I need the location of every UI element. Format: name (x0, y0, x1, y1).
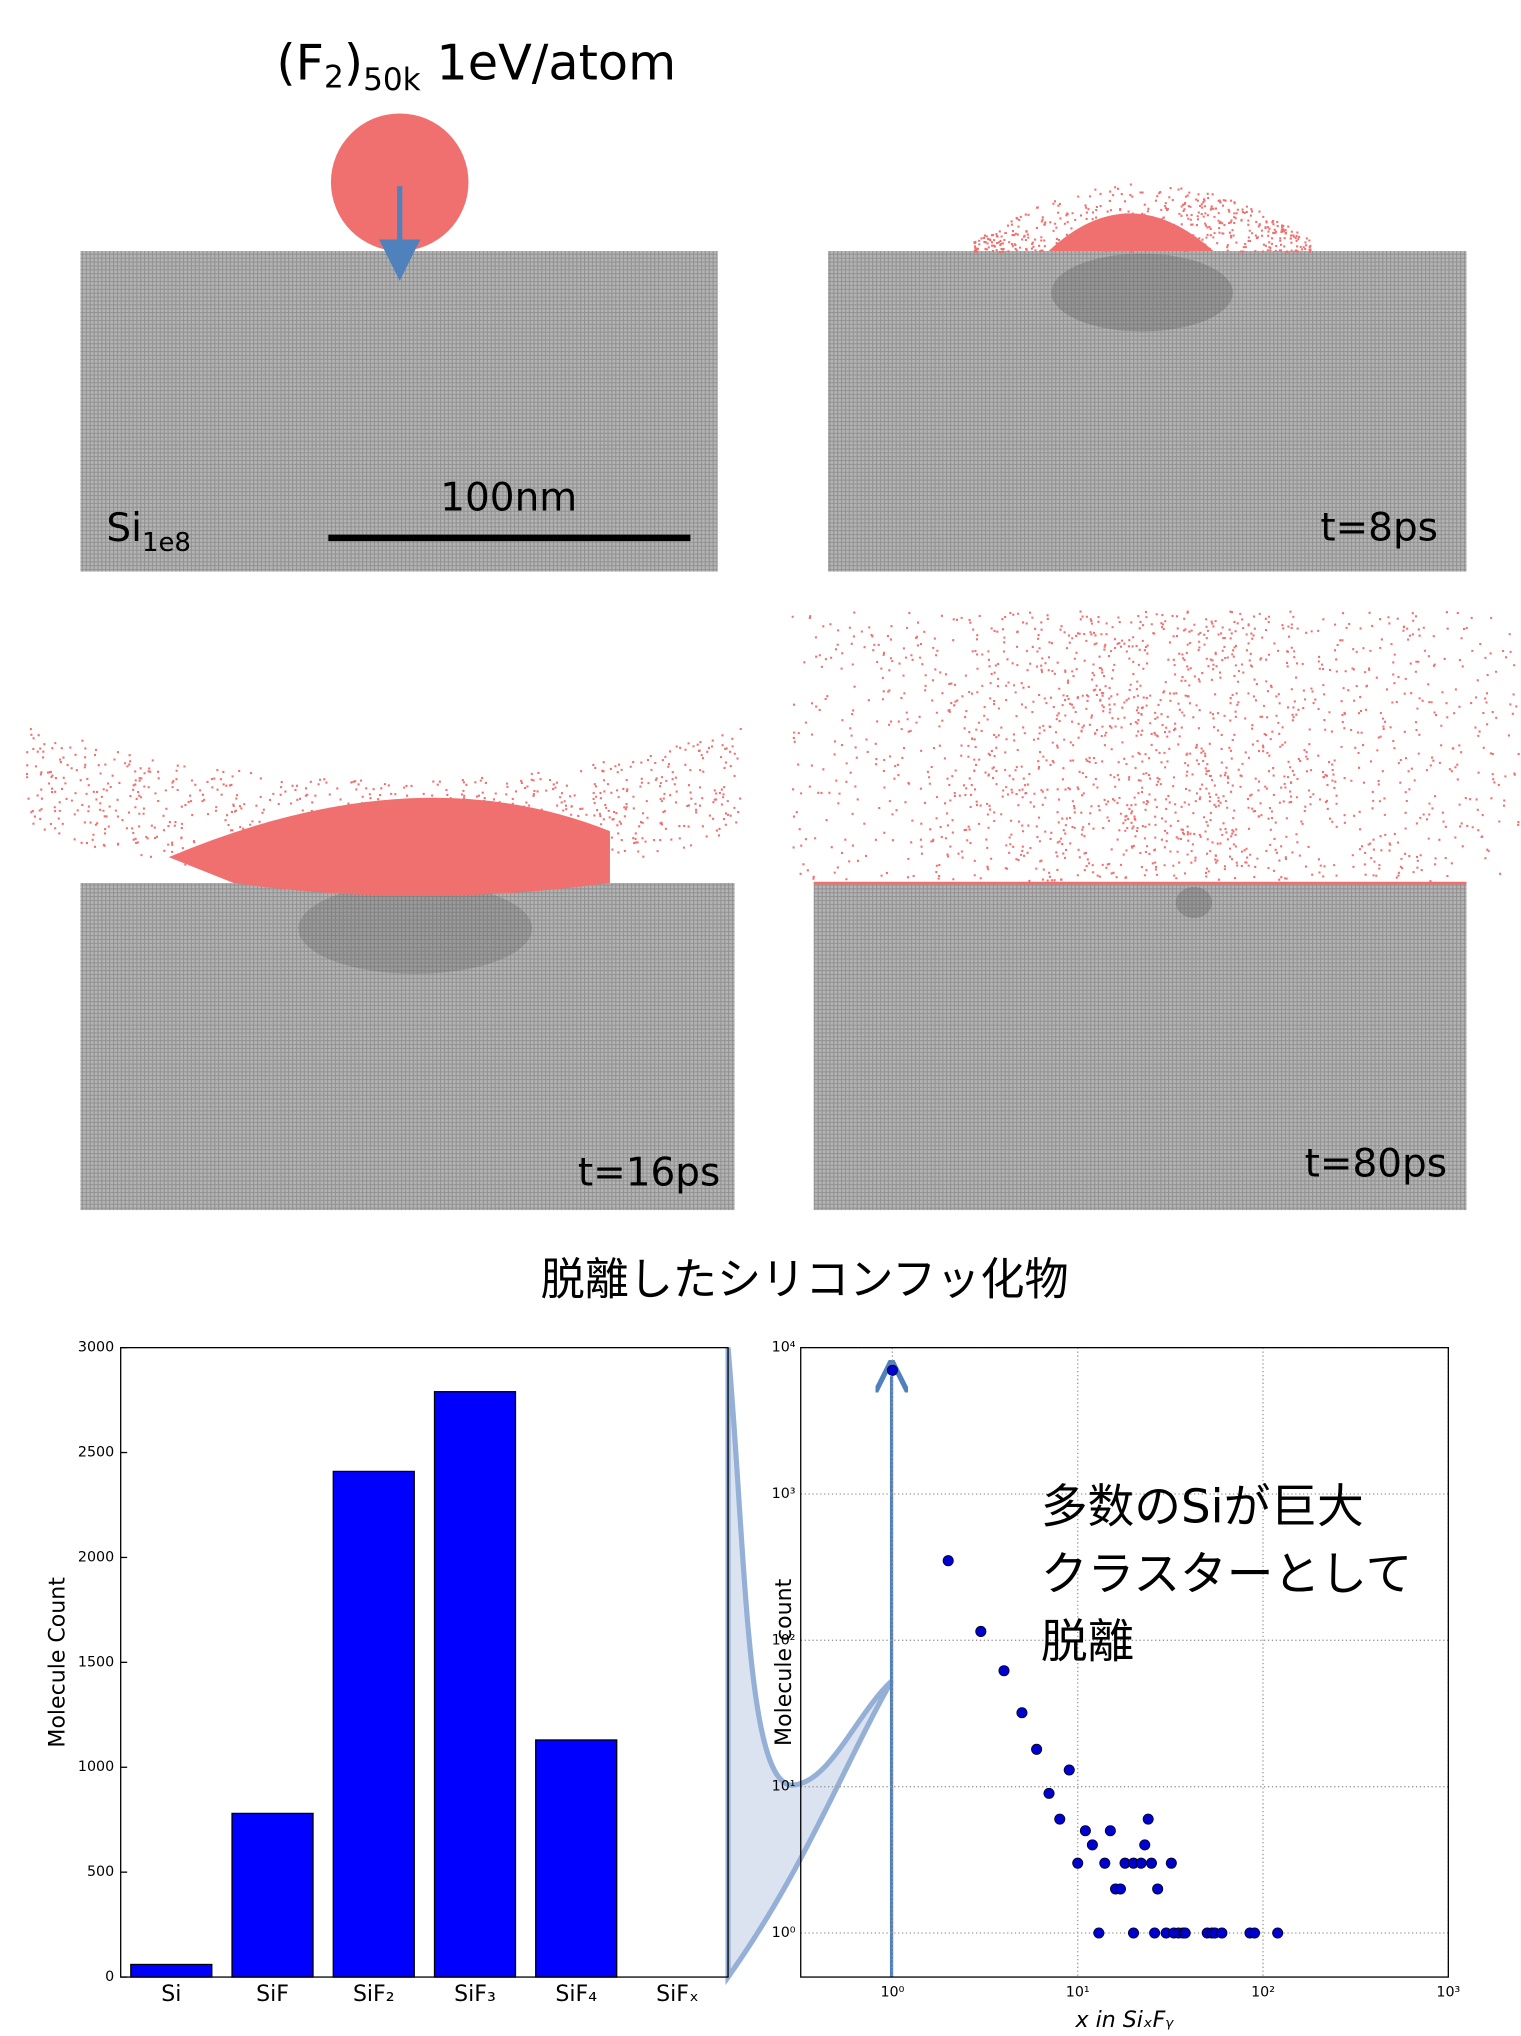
title: (F2)50k 1eV/atom (276, 33, 676, 98)
title-part: 50k (363, 62, 421, 98)
point (1140, 1840, 1150, 1850)
bar (131, 1964, 212, 1977)
y-tick-label: 10¹ (772, 1779, 796, 1795)
point (1073, 1858, 1083, 1868)
damage (1176, 887, 1212, 918)
title-part: 2 (324, 59, 344, 95)
x-tick-label: SiF (256, 1982, 289, 2007)
y-axis-label: Molecule count (772, 1578, 797, 1746)
x-tick-label: 10¹ (1066, 1985, 1090, 2001)
point (1031, 1744, 1041, 1754)
point (1094, 1928, 1104, 1938)
annotation: 脱離 (1041, 1615, 1134, 1669)
bar (333, 1471, 414, 1977)
time-label: t=80ps (1305, 1141, 1447, 1186)
time-label: t=8ps (1320, 506, 1438, 551)
point (1017, 1708, 1027, 1718)
point (943, 1556, 953, 1566)
title-part: (F (276, 33, 324, 91)
scale-label: 100nm (440, 476, 577, 521)
point (1087, 1840, 1097, 1850)
bar (536, 1740, 617, 1977)
point (1044, 1788, 1054, 1798)
point (1100, 1858, 1110, 1868)
y-tick-label: 10³ (772, 1486, 796, 1502)
y-tick-label: 3000 (78, 1340, 114, 1356)
x-tick-label: 10² (1251, 1985, 1275, 2001)
y-tick-label: 10⁰ (772, 1925, 796, 1941)
annotation: クラスターとして (1041, 1548, 1412, 1602)
y-tick-label: 10⁴ (772, 1340, 796, 1356)
point (1149, 1928, 1159, 1938)
slide: (F2)50k 1eV/atom Si1e8 100nm t=8ps t=16p… (0, 0, 1521, 2036)
x-tick-label: SiFₓ (656, 1982, 699, 2007)
point (1273, 1928, 1283, 1938)
x-tick-label: SiF₃ (454, 1982, 496, 2007)
point (1105, 1826, 1115, 1836)
substrate (80, 251, 717, 572)
x-tick-label: SiF₄ (555, 1982, 597, 2007)
x-tick-label: 10⁰ (880, 1985, 904, 2001)
point (1080, 1826, 1090, 1836)
title-part: 1eV/atom (421, 33, 676, 91)
connector (728, 1348, 892, 1977)
label-part: Si (106, 506, 142, 551)
y-tick-label: 500 (87, 1864, 114, 1880)
point (1055, 1814, 1065, 1824)
point (1143, 1814, 1153, 1824)
y-tick-label: 2500 (78, 1445, 114, 1461)
point (1180, 1928, 1190, 1938)
damage (298, 883, 532, 974)
bar (232, 1813, 313, 1977)
label-part: 1e8 (142, 528, 191, 558)
plot-frame (121, 1348, 728, 1977)
x-axis-label: x in SiₓFᵧ (1075, 2008, 1175, 2033)
heading: 脱離したシリコンフッ化物 (541, 1255, 1069, 1306)
point (1217, 1928, 1227, 1938)
time-label: t=16ps (578, 1151, 720, 1196)
point (1128, 1928, 1138, 1938)
point (1249, 1928, 1259, 1938)
x-tick-label: 10³ (1436, 1985, 1460, 2001)
point (1115, 1884, 1125, 1894)
point (976, 1626, 986, 1636)
x-tick-label: Si (161, 1982, 181, 2007)
y-axis-label: Molecule Count (45, 1577, 70, 1748)
y-tick-label: 2000 (78, 1549, 114, 1565)
annotation: 多数のSiが巨大 (1041, 1480, 1364, 1534)
point (1136, 1858, 1146, 1868)
particles (792, 610, 1520, 882)
damage (1051, 254, 1233, 332)
x-tick-label: SiF₂ (353, 1982, 395, 2007)
sim-panels (80, 113, 1466, 1210)
y-tick-label: 1000 (78, 1759, 114, 1775)
point (1146, 1858, 1156, 1868)
point (999, 1666, 1009, 1676)
point (1166, 1858, 1176, 1868)
point (1152, 1884, 1162, 1894)
y-tick-label: 0 (105, 1969, 114, 1985)
y-tick-label: 1500 (78, 1654, 114, 1670)
point (887, 1365, 897, 1375)
bar (434, 1392, 515, 1977)
point (1064, 1765, 1074, 1775)
title-part: ) (344, 33, 363, 91)
